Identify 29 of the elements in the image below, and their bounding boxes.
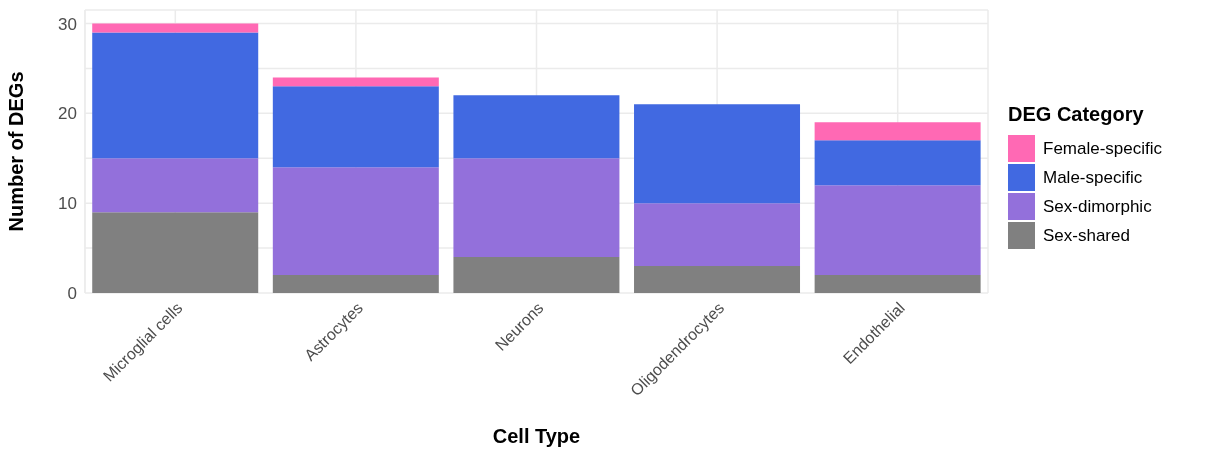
bar <box>634 104 801 204</box>
y-tick-label: 30 <box>58 14 77 34</box>
bar <box>814 122 981 141</box>
bar <box>272 77 439 87</box>
bar <box>272 167 439 276</box>
bar <box>814 140 981 186</box>
y-tick-label: 20 <box>58 104 77 124</box>
bar <box>634 266 801 293</box>
y-tick-label: 10 <box>58 194 77 214</box>
bar <box>453 95 620 159</box>
legend-label: Sex-shared <box>1043 225 1130 246</box>
bar <box>92 158 259 213</box>
legend-title: DEG Category <box>1008 103 1145 126</box>
legend-label: Sex-dimorphic <box>1043 196 1152 217</box>
bar <box>453 257 620 293</box>
bar <box>92 212 259 293</box>
y-axis-title: Number of DEGs <box>5 71 28 232</box>
bar <box>92 32 259 159</box>
bar <box>453 158 620 258</box>
x-axis-title: Cell Type <box>492 425 581 447</box>
legend-label: Female-specific <box>1043 138 1163 159</box>
bar <box>814 275 981 293</box>
legend-label: Male-specific <box>1043 167 1143 188</box>
bar <box>272 275 439 293</box>
bar <box>814 185 981 276</box>
bar <box>272 86 439 168</box>
bar <box>634 203 801 267</box>
bar <box>92 23 259 33</box>
y-tick-label: 0 <box>67 284 77 304</box>
